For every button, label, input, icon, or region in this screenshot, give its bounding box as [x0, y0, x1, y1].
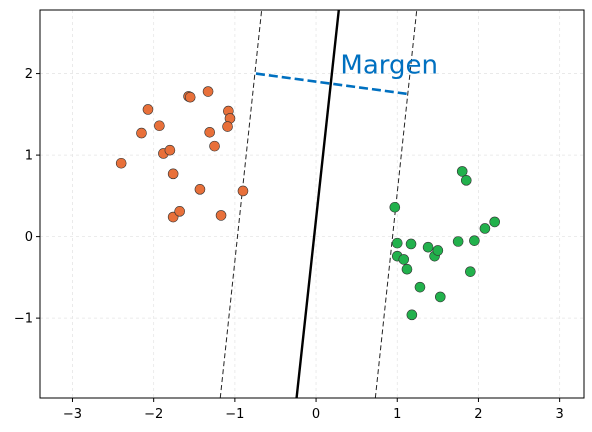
- x-tick-label: 1: [393, 407, 401, 422]
- data-point-series-1: [237, 185, 249, 197]
- data-point-series-1: [202, 86, 214, 97]
- data-point-series-1: [164, 144, 176, 156]
- data-point-series-2: [452, 236, 464, 247]
- data-point-series-2: [406, 309, 418, 321]
- x-tick-label: −3: [63, 407, 82, 422]
- data-point-series-1: [154, 120, 165, 132]
- margin-annotation: Margen: [340, 51, 438, 81]
- data-point-series-1: [209, 140, 220, 152]
- data-point-series-1: [194, 184, 206, 195]
- x-tick-label: −1: [225, 407, 244, 422]
- axis-ticks: −3 −2 −1 0 1 2 3 −1 0 1 2: [14, 67, 564, 422]
- data-point-series-2: [465, 266, 476, 277]
- data-point-series-2: [422, 241, 434, 253]
- data-point-series-1: [136, 127, 147, 139]
- scatter-points: [115, 86, 500, 321]
- data-point-series-1: [204, 126, 215, 138]
- data-point-series-2: [398, 254, 410, 265]
- data-point-series-2: [414, 281, 426, 293]
- data-point-series-2: [469, 235, 480, 246]
- y-tick-label: 1: [25, 149, 33, 164]
- data-point-series-2: [489, 216, 500, 228]
- x-tick-label: 2: [474, 407, 482, 422]
- data-point-series-1: [215, 210, 227, 221]
- plot-frame: [39, 9, 585, 399]
- data-point-series-2: [432, 245, 444, 256]
- data-point-series-1: [115, 157, 127, 169]
- data-point-series-2: [456, 166, 468, 177]
- y-tick-label: 2: [25, 67, 33, 82]
- data-point-series-2: [389, 201, 401, 213]
- data-point-series-2: [460, 175, 472, 186]
- grid: [40, 10, 584, 398]
- x-tick-label: 0: [312, 407, 320, 422]
- margin-line: [219, 9, 263, 399]
- y-tick-label: 0: [25, 230, 33, 245]
- data-point-series-2: [405, 238, 417, 250]
- data-point-series-2: [401, 263, 413, 275]
- data-point-series-2: [479, 223, 491, 234]
- data-point-series-2: [391, 237, 403, 249]
- data-point-series-1: [184, 91, 196, 103]
- data-point-series-1: [174, 206, 185, 217]
- x-tick-label: −2: [144, 407, 163, 422]
- data-point-series-1: [167, 168, 179, 180]
- data-point-series-1: [142, 104, 154, 115]
- data-point-series-2: [434, 291, 446, 303]
- x-tick-label: 3: [556, 407, 564, 422]
- y-tick-label: −1: [14, 312, 33, 327]
- decision-boundary-line: [295, 9, 340, 399]
- data-point-series-1: [222, 121, 233, 132]
- decision-boundary: [295, 9, 340, 399]
